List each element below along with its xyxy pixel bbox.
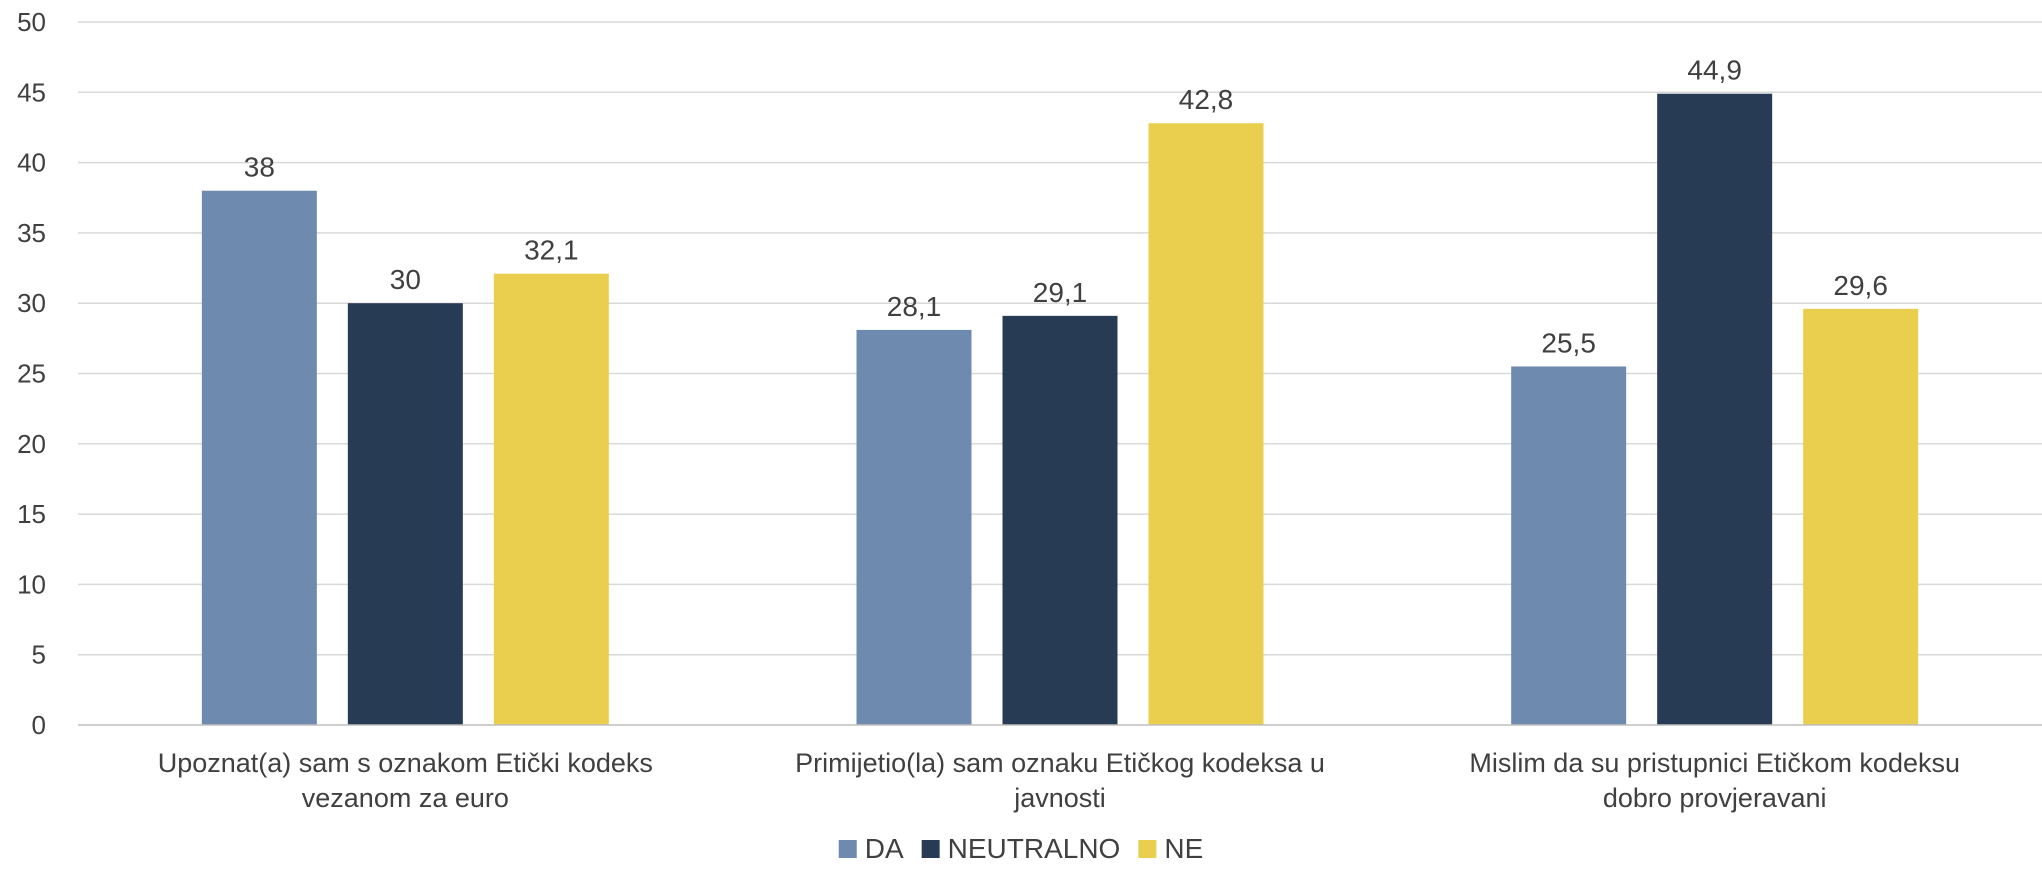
data-label: 29,6 bbox=[1833, 270, 1888, 301]
bar-neutralno-1 bbox=[347, 303, 463, 725]
data-label: 44,9 bbox=[1687, 55, 1742, 86]
y-tick-label: 15 bbox=[17, 499, 46, 529]
data-label: 38 bbox=[244, 152, 275, 183]
y-tick-label: 20 bbox=[17, 429, 46, 459]
bar-ne-3 bbox=[1803, 308, 1919, 725]
x-tick-label: javnosti bbox=[1013, 783, 1106, 813]
bar-ne-1 bbox=[493, 273, 609, 725]
legend-swatch-neutralno bbox=[921, 840, 940, 858]
x-tick-label: Mislim da su pristupnici Etičkom kodeksu bbox=[1469, 748, 1960, 778]
legend-label-da: DA bbox=[865, 833, 904, 864]
bar-neutralno-2 bbox=[1002, 315, 1118, 725]
x-axis-labels: Upoznat(a) sam s oznakom Etički kodeks ve… bbox=[158, 748, 1960, 813]
bar-da-2 bbox=[856, 329, 972, 725]
bar-ne-2 bbox=[1148, 123, 1264, 726]
x-tick-label: Upoznat(a) sam s oznakom Etički kodeks bbox=[158, 748, 653, 778]
y-tick-label: 0 bbox=[32, 710, 46, 740]
y-tick-label: 35 bbox=[17, 218, 46, 248]
y-tick-label: 10 bbox=[17, 569, 46, 599]
y-tick-label: 25 bbox=[17, 359, 46, 389]
data-label: 29,1 bbox=[1033, 277, 1088, 308]
legend: DA NEUTRALNO NE bbox=[838, 833, 1203, 864]
x-tick-label: vezanom za euro bbox=[302, 783, 509, 813]
bars bbox=[201, 93, 1919, 726]
y-tick-label: 50 bbox=[17, 7, 46, 37]
legend-swatch-ne bbox=[1138, 840, 1157, 858]
bar-da-3 bbox=[1511, 366, 1627, 725]
y-tick-label: 30 bbox=[17, 288, 46, 318]
data-label: 32,1 bbox=[524, 235, 579, 266]
data-label: 30 bbox=[390, 264, 421, 295]
x-tick-label: dobro provjeravani bbox=[1603, 783, 1827, 813]
data-labels: 38 30 32,1 28,1 29,1 42,8 25,5 44,9 29,6 bbox=[244, 55, 1888, 359]
bar-neutralno-3 bbox=[1657, 93, 1773, 726]
data-label: 25,5 bbox=[1541, 327, 1596, 358]
y-tick-label: 45 bbox=[17, 77, 46, 107]
y-tick-label: 40 bbox=[17, 148, 46, 178]
y-axis-ticks: 0 5 10 15 20 25 30 35 40 45 50 bbox=[17, 7, 46, 740]
y-tick-label: 5 bbox=[32, 640, 46, 670]
data-label: 28,1 bbox=[887, 291, 942, 322]
data-label: 42,8 bbox=[1179, 84, 1234, 115]
legend-label-neutralno: NEUTRALNO bbox=[948, 833, 1121, 864]
bar-da-1 bbox=[201, 190, 317, 726]
x-tick-label: Primijetio(la) sam oznaku Etičkog kodeks… bbox=[795, 748, 1325, 778]
legend-swatch-da bbox=[838, 840, 857, 858]
legend-label-ne: NE bbox=[1164, 833, 1203, 864]
